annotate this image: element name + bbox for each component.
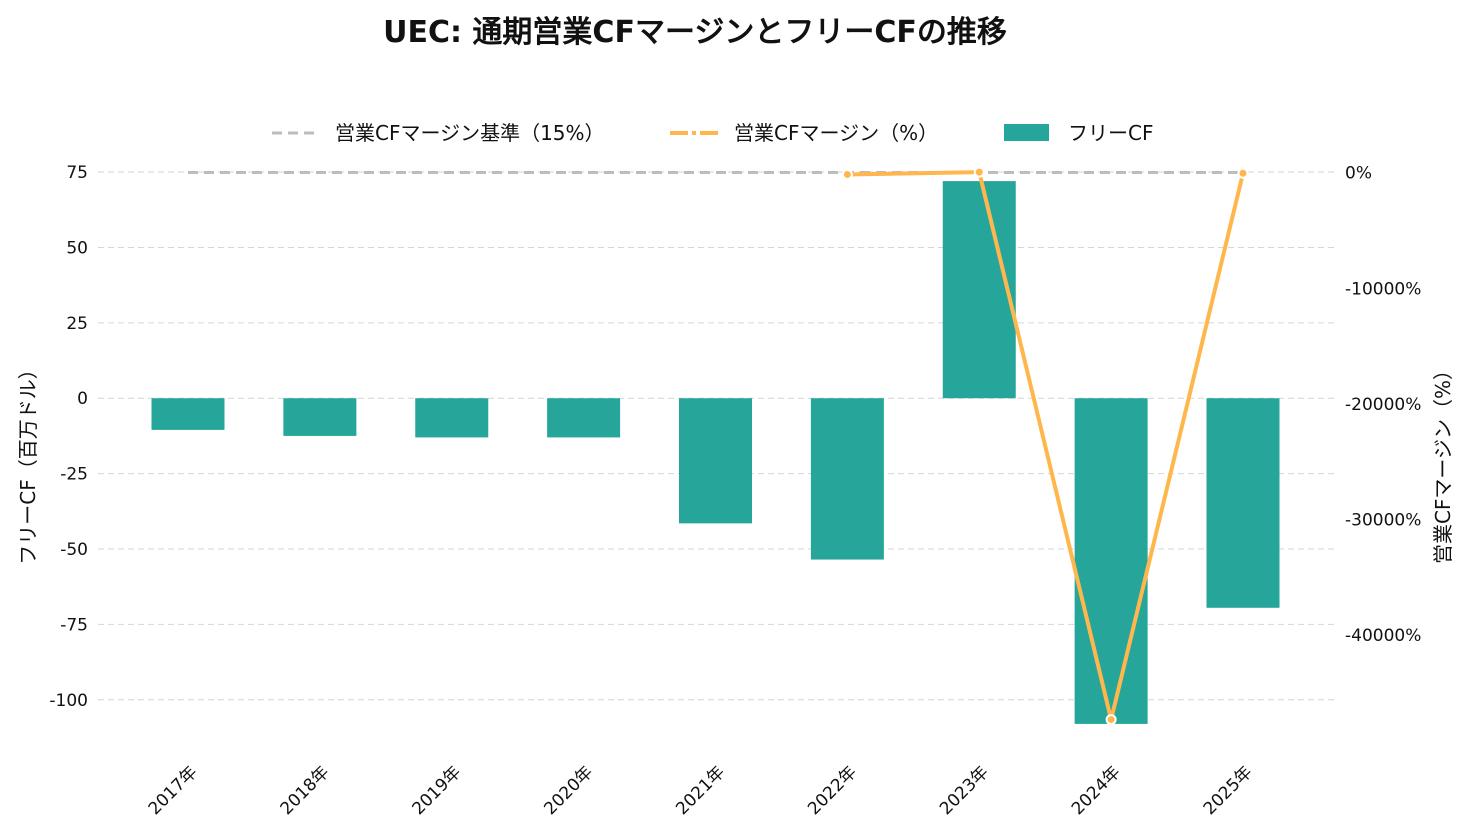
margin-line	[847, 170, 1245, 722]
x-tick-label: 2018年	[277, 762, 334, 819]
bar-2021年	[679, 398, 752, 524]
bar-2020年	[547, 398, 621, 438]
bar-2017年	[151, 398, 225, 430]
bars	[151, 181, 1280, 724]
legend-fcf-label: フリーCF	[1068, 121, 1153, 145]
bar-2023年	[942, 181, 1016, 399]
y2-tick-label: -40000%	[1345, 626, 1421, 646]
x-tick-label: 2025年	[1200, 762, 1257, 819]
margin-point	[973, 166, 985, 178]
y-axis-right-label: 営業CFマージン（%）	[1431, 360, 1455, 564]
y-axis-right-ticks: 0% -10000% -20000% -30000% -40000%	[1345, 164, 1421, 646]
y2-tick-label: -30000%	[1345, 511, 1421, 531]
y-axis-left-ticks: 75 50 25 0 -25 -50 -75 -100	[49, 163, 88, 711]
y-tick-label: 50	[66, 238, 88, 258]
x-tick-label: 2021年	[672, 762, 729, 819]
bar-2022年	[810, 398, 884, 560]
x-tick-label: 2023年	[936, 762, 993, 819]
y-tick-label: -25	[60, 465, 88, 485]
bar-2019年	[415, 398, 489, 438]
y-tick-label: 75	[66, 163, 88, 183]
margin-point	[841, 168, 853, 180]
x-tick-label: 2019年	[409, 762, 466, 819]
legend: 営業CFマージン基準（15%） 営業CFマージン（%） フリーCF	[272, 121, 1153, 145]
margin-point	[1105, 714, 1117, 726]
legend-fcf-swatch	[1004, 124, 1049, 141]
legend-margin-label: 営業CFマージン（%）	[734, 121, 938, 145]
x-tick-label: 2024年	[1068, 762, 1125, 819]
y-tick-label: -100	[49, 691, 88, 711]
y-tick-label: 25	[66, 314, 88, 334]
x-tick-label: 2017年	[145, 762, 202, 819]
legend-reference-label: 営業CFマージン基準（15%）	[335, 121, 605, 145]
chart-title: UEC: 通期営業CFマージンとフリーCFの推移	[383, 15, 1007, 50]
bar-2025年	[1206, 398, 1280, 608]
y2-tick-label: 0%	[1345, 164, 1372, 184]
x-axis-ticks: 2017年 2018年 2019年 2020年 2021年 2022年 2023年 2024年…	[145, 762, 1257, 819]
bar-2024年	[1074, 398, 1148, 724]
x-tick-label: 2022年	[804, 762, 861, 819]
margin-line-group	[841, 166, 1249, 726]
bar-2018年	[283, 398, 357, 436]
y-tick-label: -75	[60, 615, 88, 635]
y-tick-label: 0	[77, 389, 88, 409]
x-tick-label: 2020年	[540, 762, 597, 819]
y-tick-label: -50	[60, 540, 88, 560]
y-axis-left-label: フリーCF（百万ドル）	[16, 359, 40, 564]
margin-point	[1237, 167, 1249, 179]
y2-tick-label: -10000%	[1345, 279, 1421, 299]
y2-tick-label: -20000%	[1345, 395, 1421, 415]
